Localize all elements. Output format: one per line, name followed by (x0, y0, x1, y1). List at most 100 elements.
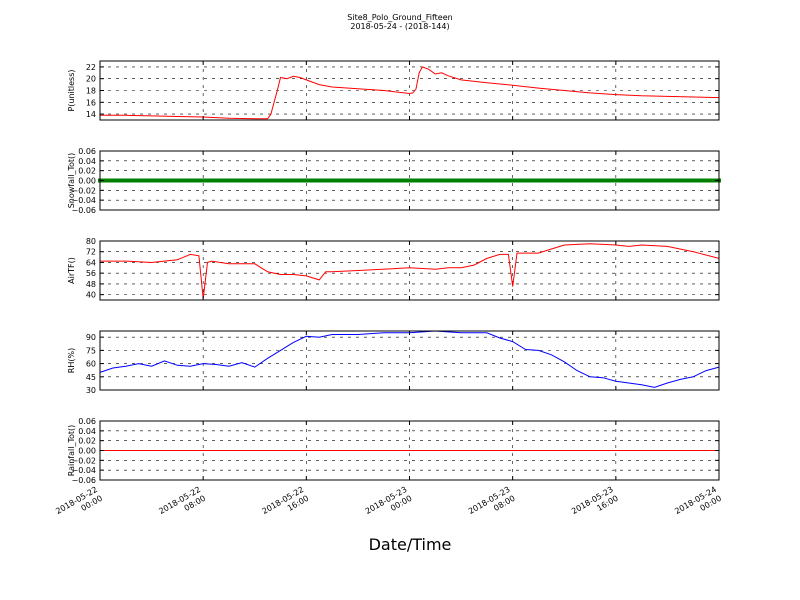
data-point (633, 178, 638, 183)
data-point (330, 178, 335, 183)
data-point (339, 178, 344, 183)
data-point (629, 178, 634, 183)
series-line (100, 243, 720, 299)
data-point (178, 178, 183, 183)
data-point (500, 178, 505, 183)
data-point (507, 178, 512, 183)
data-point (510, 178, 515, 183)
data-point (407, 178, 412, 183)
data-point (239, 178, 244, 183)
data-point (642, 178, 647, 183)
data-point (365, 178, 370, 183)
y-tick-label: 0.06 (78, 147, 96, 156)
data-point (117, 178, 122, 183)
data-point (359, 178, 364, 183)
data-point (681, 178, 686, 183)
y-tick-label: 80 (86, 237, 96, 246)
data-point (181, 178, 186, 183)
y-tick-label: 64 (86, 258, 96, 267)
data-point (649, 178, 654, 183)
data-point (394, 178, 399, 183)
data-point (546, 178, 551, 183)
data-point (120, 178, 125, 183)
data-point (223, 178, 228, 183)
data-point (704, 178, 709, 183)
data-point (201, 178, 206, 183)
data-point (152, 178, 157, 183)
data-point (304, 178, 309, 183)
data-point (433, 178, 438, 183)
y-tick-label: 22 (86, 63, 96, 72)
y-tick-label: 20 (86, 75, 96, 84)
data-point (478, 178, 483, 183)
data-point (523, 178, 528, 183)
data-point (468, 178, 473, 183)
data-point (562, 178, 567, 183)
data-point (136, 178, 141, 183)
data-point (326, 178, 331, 183)
data-point (610, 178, 615, 183)
data-point (459, 178, 464, 183)
data-point (455, 178, 460, 183)
data-point (378, 178, 383, 183)
data-point (697, 178, 702, 183)
data-point (333, 178, 338, 183)
data-point (446, 178, 451, 183)
data-point (488, 178, 493, 183)
y-tick-label: 40 (86, 291, 96, 300)
data-point (268, 178, 273, 183)
data-point (210, 178, 215, 183)
y-tick-label: 30 (86, 386, 96, 395)
y-axis-label: AirTF() (67, 257, 76, 284)
data-point (249, 178, 254, 183)
data-point (684, 178, 689, 183)
data-point (320, 178, 325, 183)
y-tick-label: 0.04 (78, 427, 96, 436)
data-point (401, 178, 406, 183)
data-point (626, 178, 631, 183)
data-point (175, 178, 180, 183)
y-tick-label: 45 (86, 373, 96, 382)
series-line (100, 66, 720, 120)
data-point (520, 178, 525, 183)
data-point (391, 178, 396, 183)
data-point (139, 178, 144, 183)
data-point (652, 178, 657, 183)
data-point (233, 178, 238, 183)
data-point (191, 178, 196, 183)
data-point (217, 178, 222, 183)
subplot-5: 0.060.040.020.00−0.02−0.04−0.06Rainfall_… (67, 417, 720, 485)
data-point (494, 178, 499, 183)
data-point (226, 178, 231, 183)
data-point (497, 178, 502, 183)
y-tick-label: 75 (86, 346, 96, 355)
data-point (620, 178, 625, 183)
data-point (372, 178, 377, 183)
y-tick-label: −0.06 (71, 206, 96, 215)
x-axis: 2018-05-2200:00 2018-05-2208:00 2018-05-22… (54, 485, 723, 516)
data-point (442, 178, 447, 183)
data-point (317, 178, 322, 183)
data-point (259, 178, 264, 183)
data-point (278, 178, 283, 183)
data-point (123, 178, 128, 183)
data-point (130, 178, 135, 183)
data-point (694, 178, 699, 183)
data-point (168, 178, 173, 183)
data-point (662, 178, 667, 183)
data-point (294, 178, 299, 183)
data-point (452, 178, 457, 183)
y-tick-label: 72 (86, 248, 96, 257)
data-point (197, 178, 202, 183)
data-point (281, 178, 286, 183)
data-point (323, 178, 328, 183)
y-tick-label: 0.00 (78, 447, 96, 456)
data-point (314, 178, 319, 183)
data-point (436, 178, 441, 183)
y-tick-label: −0.02 (71, 186, 96, 195)
data-point (381, 178, 386, 183)
data-point (307, 178, 312, 183)
data-point (104, 178, 109, 183)
data-point (417, 178, 422, 183)
